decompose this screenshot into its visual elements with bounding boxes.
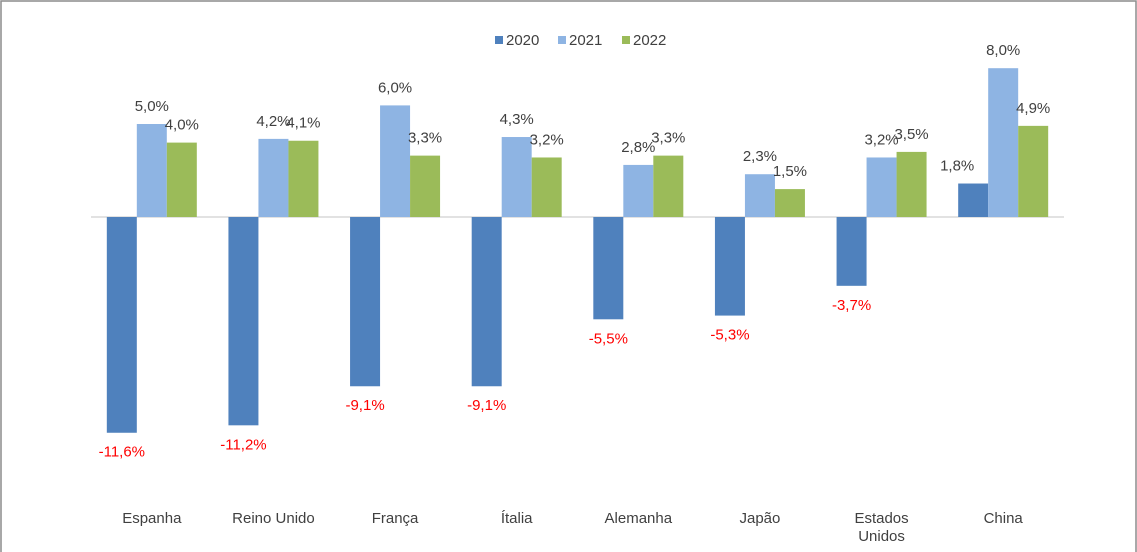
x-tick-label: Japão	[739, 510, 781, 527]
bar	[136, 124, 167, 217]
legend-label: 2020	[506, 32, 539, 49]
x-tick-label: Espanha	[122, 510, 182, 527]
bar	[350, 217, 381, 387]
data-label: -9,1%	[467, 397, 506, 414]
bar	[774, 189, 805, 217]
legend-swatch	[622, 36, 630, 44]
x-tick-label: China	[983, 510, 1023, 527]
data-label: 3,2%	[530, 131, 564, 148]
bar	[988, 68, 1019, 217]
data-label: -5,3%	[710, 327, 749, 344]
data-label: 2,3%	[743, 148, 777, 165]
data-label: -11,2%	[220, 436, 266, 453]
data-label: 6,0%	[378, 79, 412, 96]
bar	[1018, 125, 1049, 217]
data-label: 4,2%	[256, 113, 290, 130]
bar	[258, 138, 289, 217]
data-label: 3,3%	[408, 130, 442, 147]
bar	[166, 142, 197, 217]
data-label: 2,8%	[621, 139, 655, 156]
bar	[593, 217, 624, 320]
data-label: -3,7%	[832, 297, 871, 314]
legend-swatch	[495, 36, 503, 44]
data-label: -5,5%	[589, 330, 628, 347]
x-tick-label: França	[371, 510, 419, 527]
bar	[866, 157, 897, 217]
data-label: 5,0%	[135, 98, 169, 115]
bar	[106, 217, 137, 433]
legend-label: 2021	[569, 32, 602, 49]
data-label: 1,8%	[940, 157, 974, 174]
bar	[288, 140, 319, 217]
data-label: 8,0%	[986, 42, 1020, 59]
bar	[958, 183, 989, 217]
bar	[228, 217, 259, 426]
data-label: 3,3%	[651, 130, 685, 147]
bar	[623, 164, 654, 217]
bar	[836, 217, 867, 286]
legend-label: 2022	[633, 32, 666, 49]
data-label: 4,9%	[1016, 100, 1050, 117]
bar	[380, 105, 411, 217]
data-label: 1,5%	[773, 163, 807, 180]
data-label: 4,0%	[165, 117, 199, 134]
data-label: 4,3%	[500, 111, 534, 128]
data-label: -9,1%	[345, 397, 384, 414]
bar	[896, 151, 927, 217]
bar	[501, 137, 532, 217]
bar	[531, 157, 562, 217]
bar	[410, 155, 441, 217]
data-label: 3,2%	[864, 131, 898, 148]
x-tick-label: Reino Unido	[232, 510, 315, 527]
data-label: -11,6%	[99, 444, 145, 461]
bar	[653, 155, 684, 217]
x-tick-label: Ítalia	[500, 510, 533, 527]
bar	[471, 217, 502, 387]
x-tick-label: Estados Unidos	[854, 510, 909, 545]
bar	[744, 174, 775, 217]
legend-swatch	[558, 36, 566, 44]
data-label: 4,1%	[286, 115, 320, 132]
bar	[714, 217, 745, 316]
data-label: 3,5%	[894, 126, 928, 143]
x-tick-label: Alemanha	[604, 510, 673, 527]
